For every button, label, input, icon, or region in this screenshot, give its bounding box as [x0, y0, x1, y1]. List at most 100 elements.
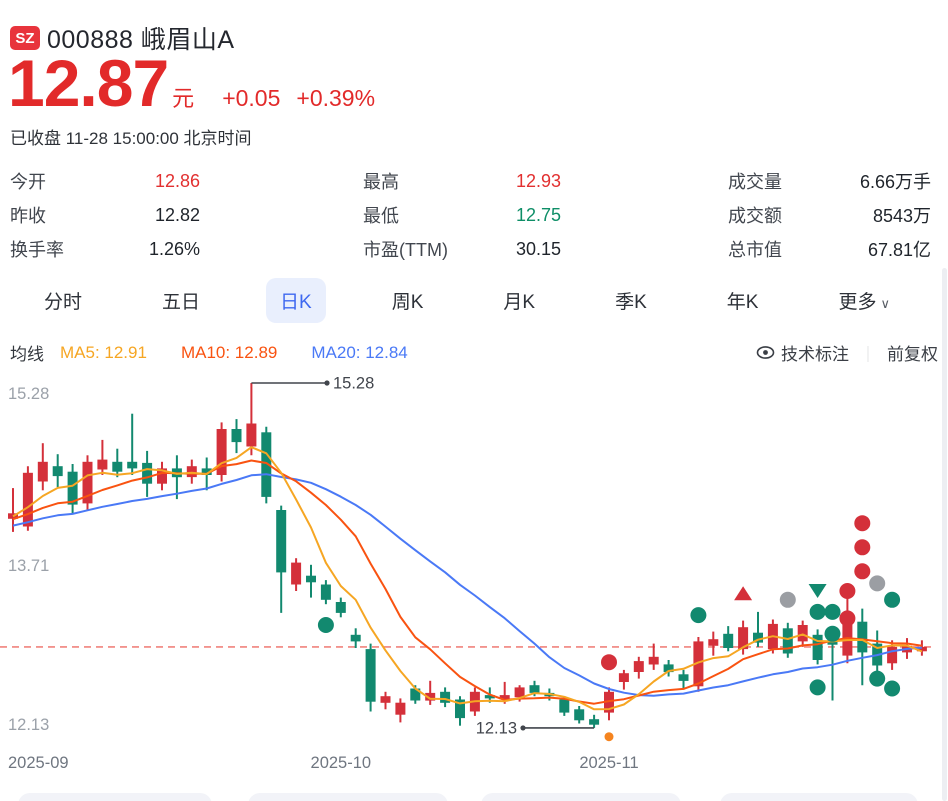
- stat-row: 成交额 8543万: [728, 198, 931, 232]
- x-axis-label: 2025-10: [310, 754, 372, 772]
- y-axis-label: 13.71: [8, 557, 49, 575]
- y-axis-label: 15.28: [8, 385, 49, 403]
- stat-label: 换手率: [10, 240, 64, 260]
- candlestick-chart[interactable]: 15.28 12.13 15.28 13.71 12.13: [0, 372, 948, 752]
- candle-body: [589, 719, 600, 725]
- high-annotation-label: 15.28: [333, 375, 374, 393]
- stat-value: 1.26%: [148, 238, 200, 259]
- candle-body: [37, 461, 48, 482]
- stat-label: 昨收: [10, 206, 46, 226]
- candle-body: [350, 634, 361, 642]
- scrollbar[interactable]: [942, 268, 947, 801]
- candle-body: [738, 627, 749, 650]
- candle-body: [633, 661, 644, 672]
- candle-body: [484, 695, 495, 699]
- ma20-value: MA20: 12.84: [311, 342, 408, 362]
- candle-body: [67, 471, 78, 505]
- bottom-action-button[interactable]: [481, 793, 681, 801]
- candle-body: [723, 633, 734, 648]
- stat-value: 67.81亿: [867, 240, 931, 260]
- stat-value: 12.75: [515, 204, 561, 225]
- stat-value: 12.93: [515, 170, 561, 191]
- stat-label: 最高: [363, 172, 399, 192]
- candle-body: [708, 639, 719, 646]
- tab-分时[interactable]: 分时: [30, 278, 96, 323]
- price-change-percent: +0.39%: [296, 85, 376, 111]
- tab-季K[interactable]: 季K: [601, 278, 661, 323]
- candle-body: [604, 691, 614, 713]
- candle-body: [618, 673, 629, 682]
- bottom-action-button[interactable]: [720, 793, 918, 801]
- annotation-circle-marker: [690, 607, 707, 624]
- tab-更多[interactable]: 更多 ∨: [824, 278, 904, 323]
- tech-annotation-toggle[interactable]: 技术标注: [780, 345, 849, 364]
- annotation-circle-marker: [884, 680, 901, 697]
- tools-divider: ｜: [859, 346, 876, 364]
- annotation-circle-marker: [809, 603, 826, 620]
- stat-row: 昨收 12.82: [10, 198, 200, 232]
- tab-周K[interactable]: 周K: [378, 278, 438, 323]
- candle-body: [440, 691, 451, 703]
- tab-日K[interactable]: 日K: [266, 277, 326, 323]
- stat-value: 30.15: [515, 238, 561, 259]
- low-annotation-label: 12.13: [476, 719, 517, 737]
- candle-body: [678, 674, 689, 681]
- candle-body: [693, 641, 704, 687]
- candle-body: [782, 628, 793, 654]
- ma10-line: [12, 459, 923, 705]
- candle-body: [365, 649, 376, 702]
- annotation-circle-marker: [854, 563, 871, 580]
- market-status-line: 已收盘 11-28 15:00:00 北京时间: [10, 129, 252, 148]
- annotation-circle-marker: [809, 679, 826, 696]
- stat-value: 12.86: [154, 170, 200, 191]
- adjust-mode-button[interactable]: 前复权: [887, 345, 938, 364]
- stock-header: SZ 000888 峨眉山A: [10, 20, 235, 56]
- annotation-circle-marker: [601, 654, 617, 671]
- ma5-line: [12, 446, 923, 711]
- candle-body: [246, 423, 257, 447]
- stat-row: 成交量 6.66万手: [728, 164, 931, 198]
- annotation-circle-marker: [884, 591, 901, 608]
- candle-body: [157, 468, 167, 484]
- price-block: 12.87 元 +0.05 +0.39%: [8, 50, 375, 116]
- stat-label: 最低: [363, 206, 399, 226]
- candle-body: [514, 687, 525, 698]
- stock-code-name: 000888 峨眉山A: [47, 26, 235, 54]
- candle-body: [648, 656, 659, 665]
- candle-body: [395, 702, 406, 715]
- bottom-action-button[interactable]: [248, 793, 448, 801]
- candle-body: [410, 688, 421, 701]
- chart-tools: 技术标注 ｜ 前复权: [756, 340, 938, 365]
- annotation-circle-marker: [839, 610, 856, 627]
- ma-bar: 均线 MA5: 12.91 MA10: 12.89 MA20: 12.84 技术…: [10, 340, 938, 365]
- tab-年K[interactable]: 年K: [713, 278, 773, 323]
- high-annotation-dot: [324, 380, 330, 386]
- annotation-circle-marker: [779, 591, 796, 608]
- candle-body: [201, 468, 212, 475]
- candle-body: [335, 602, 346, 613]
- stat-column: 最高 12.93 最低 12.75 市盈(TTM) 30.15: [363, 164, 561, 266]
- candle-body: [216, 429, 227, 475]
- candle-body: [574, 709, 585, 721]
- annotation-circle-marker: [854, 515, 871, 532]
- bottom-action-button[interactable]: [18, 793, 212, 801]
- tab-五日[interactable]: 五日: [148, 278, 214, 323]
- stat-row: 市盈(TTM) 30.15: [363, 232, 561, 266]
- candle-body: [52, 466, 63, 477]
- annotation-circle-marker: [869, 575, 886, 592]
- stat-row: 今开 12.86: [10, 164, 200, 198]
- current-price: 12.87: [8, 46, 169, 120]
- stat-row: 换手率 1.26%: [10, 232, 200, 266]
- candle-body: [97, 459, 108, 470]
- x-axis-label: 2025-11: [579, 754, 639, 772]
- candle-body: [529, 685, 540, 693]
- low-annotation-dot: [520, 725, 526, 731]
- candle-body: [306, 575, 316, 583]
- candle-body: [22, 472, 33, 527]
- candle-body: [812, 634, 823, 660]
- annotation-dot-marker: [604, 732, 614, 742]
- tab-月K[interactable]: 月K: [489, 278, 549, 323]
- annotation-circle-marker: [824, 625, 841, 642]
- stats-grid: 今开 12.86 昨收 12.82 换手率 1.26% 最高 12.93 最低 12.75 市盈(T…: [0, 164, 948, 264]
- candle-body: [857, 621, 868, 653]
